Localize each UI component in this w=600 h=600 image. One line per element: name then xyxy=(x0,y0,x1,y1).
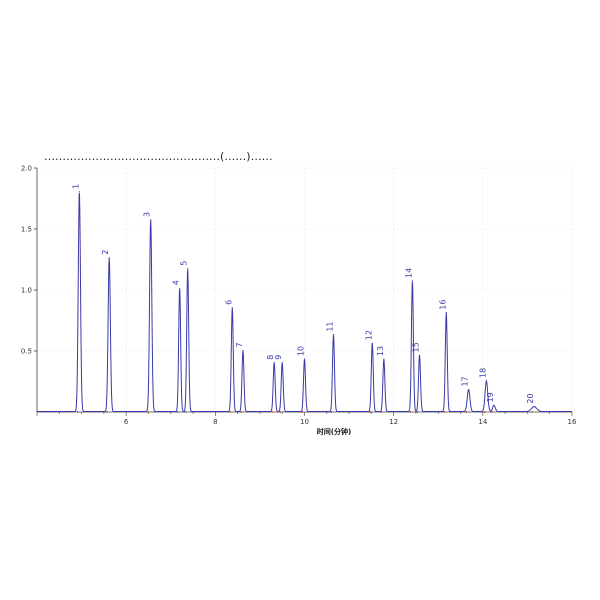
peak-apex-17 xyxy=(467,388,470,391)
peak-label-17: 17 xyxy=(461,376,470,386)
peak-apex-11 xyxy=(332,334,335,336)
peak-label-10: 10 xyxy=(297,346,306,356)
peak-apex-20 xyxy=(533,406,535,408)
peak-apex-14 xyxy=(411,280,413,282)
peak-label-16: 16 xyxy=(438,300,447,310)
peak-label-20: 20 xyxy=(526,393,535,403)
grid-layer xyxy=(37,167,573,412)
peak-label-3: 3 xyxy=(143,212,152,217)
peak-label-2: 2 xyxy=(101,250,110,255)
peak-apex-13 xyxy=(383,358,385,360)
peak-label-12: 12 xyxy=(364,330,373,340)
peak-apex-1 xyxy=(78,191,80,193)
x-tick-label: 6 xyxy=(124,418,129,426)
peak-label-5: 5 xyxy=(180,261,189,266)
peak-label-9: 9 xyxy=(274,355,283,360)
chart-title: …………………………………………(……)…… xyxy=(44,150,273,163)
peak-apex-12 xyxy=(371,342,373,344)
peak-apex-16 xyxy=(445,312,447,314)
peak-label-15: 15 xyxy=(412,342,421,352)
peak-apex-5 xyxy=(187,268,189,270)
y-tick-label: 2.0 xyxy=(21,165,32,173)
peak-apex-2 xyxy=(108,257,110,259)
peak-apex-4 xyxy=(179,287,181,289)
peak-apex-7 xyxy=(242,349,244,352)
y-tick-label: 1.0 xyxy=(21,287,32,295)
x-axis-title: 时间(分钟) xyxy=(317,427,351,436)
peak-apex-18 xyxy=(485,380,487,382)
peak-label-7: 7 xyxy=(235,342,244,347)
peak-label-6: 6 xyxy=(224,300,233,305)
peak-label-4: 4 xyxy=(172,280,181,285)
peak-apex-19 xyxy=(493,404,495,407)
peak-label-11: 11 xyxy=(325,321,334,331)
peak-label-13: 13 xyxy=(376,346,385,356)
x-tick-label: 10 xyxy=(300,418,309,426)
x-tick-label: 8 xyxy=(213,418,217,426)
x-tick-label: 14 xyxy=(478,418,487,426)
peak-label-1: 1 xyxy=(71,184,80,189)
peak-apex-15 xyxy=(418,354,421,356)
peak-label-14: 14 xyxy=(404,268,413,278)
axis-layer: 2.01.51.00.56 8 10 12 14 16 xyxy=(21,165,577,427)
trace-layer xyxy=(37,191,572,413)
peak-label-19: 19 xyxy=(486,392,495,402)
peak-apex-10 xyxy=(303,358,306,360)
x-tick-label: 16 xyxy=(568,418,577,426)
y-tick-label: 0.5 xyxy=(21,348,32,356)
peak-apex-9 xyxy=(281,362,283,364)
peak-apex-3 xyxy=(150,219,152,221)
peak-apex-8 xyxy=(273,362,275,364)
y-tick-label: 1.5 xyxy=(21,226,32,234)
peak-label-18: 18 xyxy=(478,368,487,378)
x-tick-label: 12 xyxy=(389,418,398,426)
peak-apex-6 xyxy=(231,307,233,309)
peak-label-8: 8 xyxy=(266,355,275,360)
